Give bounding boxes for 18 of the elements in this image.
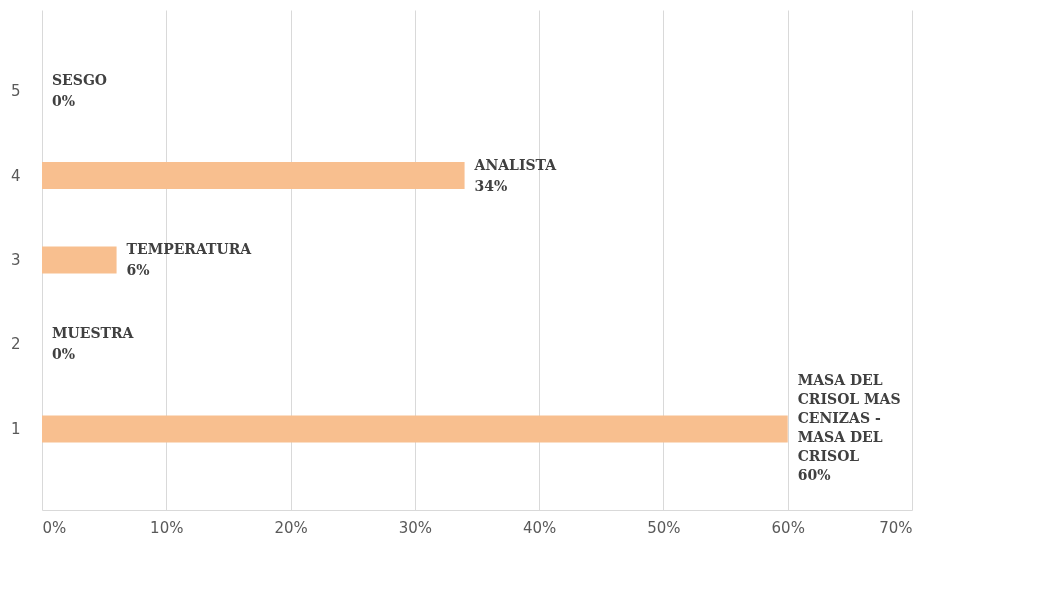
- data-label: ANALISTA 34%: [473, 156, 558, 194]
- x-tick-label: 70%: [879, 518, 913, 537]
- x-tick-label: 50%: [647, 518, 681, 537]
- x-tick-label: 30%: [398, 518, 433, 537]
- data-label: TEMPERATURA 6%: [126, 241, 253, 278]
- y-tick-label: 1: [10, 419, 21, 438]
- x-tick-label: 10%: [150, 518, 184, 537]
- data-label: SESGO 0%: [52, 72, 108, 110]
- x-tick-label: 20%: [274, 518, 308, 537]
- x-tick-label: 0%: [42, 518, 67, 537]
- y-tick-label: 3: [10, 251, 21, 269]
- data-label: MASA DEL CRISOL MAS CENIZAS - MASA DEL CRISOL 60%: [797, 371, 901, 483]
- data-label: MUESTRA 0%: [52, 325, 135, 363]
- y-tick-label: 4: [10, 166, 21, 185]
- x-tick-label: 40%: [522, 518, 557, 537]
- y-tick-label: 2: [10, 335, 21, 354]
- y-tick-label: 5: [10, 82, 21, 101]
- x-tick-label: 60%: [771, 518, 805, 537]
